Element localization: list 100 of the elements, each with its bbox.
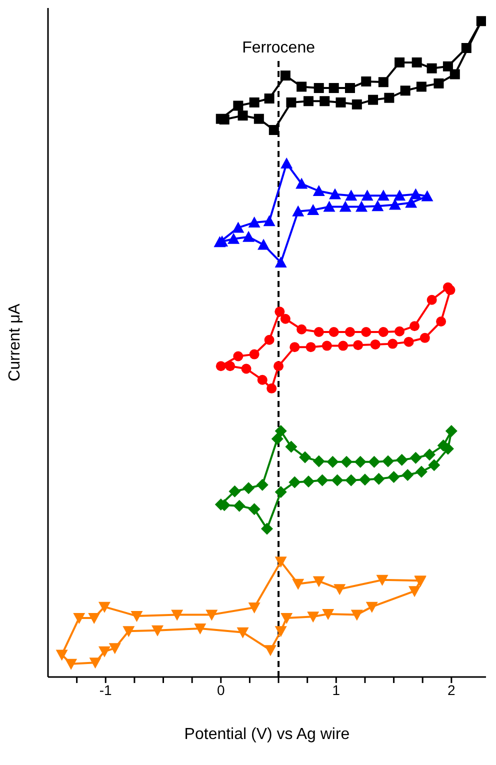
point [314,83,324,94]
ref-line-label: Ferrocene [242,39,316,56]
point [404,336,414,347]
point [372,472,385,485]
point [450,69,460,80]
point [412,57,422,68]
point [405,196,418,208]
point [372,200,384,212]
point [274,626,287,638]
point [382,455,394,468]
point [445,285,456,296]
point [233,500,246,512]
x-axis-title: Potential (V) vs Ag wire [184,726,350,743]
point [376,574,388,586]
point [280,314,290,324]
point [242,482,255,494]
point [296,178,308,189]
point [302,476,314,488]
point [256,478,268,491]
point [271,432,284,445]
point [274,256,287,268]
point [261,522,273,535]
point [266,383,277,394]
point [323,200,336,212]
point [415,466,428,478]
point [400,86,410,96]
point [322,340,332,351]
point [354,456,366,468]
point [340,456,353,468]
point [274,361,284,372]
point [307,612,320,623]
point [306,342,316,352]
point [320,96,330,106]
point [361,327,372,338]
point [421,190,434,202]
point [241,364,252,374]
x-tick-label: 2 [448,682,456,698]
point [248,216,260,228]
point [345,190,358,201]
point [171,610,184,621]
point [233,100,244,111]
point [356,200,368,212]
point [408,586,421,598]
point [339,200,352,212]
point [361,76,372,86]
point [388,470,400,483]
point [361,190,374,201]
point [258,238,270,250]
point [436,316,446,327]
point [345,474,358,486]
point [312,576,325,588]
point [292,205,304,216]
point [263,215,276,226]
point [268,124,279,135]
point [280,70,290,81]
point [426,63,437,74]
point [394,190,406,201]
point [274,425,287,438]
point [344,327,355,338]
point [312,184,325,196]
point [461,43,472,54]
point [264,334,274,345]
point [264,645,276,656]
point [73,612,86,624]
point [445,425,458,438]
point [396,454,408,466]
point [331,474,344,486]
point [338,340,348,351]
point [303,96,314,106]
point [312,455,325,468]
point [410,321,420,332]
point [88,612,100,624]
point [280,612,293,624]
point [228,232,240,244]
point [285,440,298,453]
point [233,351,244,362]
point [292,578,304,590]
point [388,338,398,349]
point [122,626,135,638]
point [426,294,437,305]
point [384,92,394,103]
point [350,610,363,621]
point [353,340,364,350]
point [249,349,260,360]
point [307,204,320,216]
point [368,94,378,105]
point [219,114,230,124]
point [194,623,206,634]
point [378,77,388,88]
point [249,97,260,108]
point [328,327,339,338]
point [410,188,422,200]
point [316,474,328,486]
point [352,99,362,110]
point [232,222,244,233]
point [329,188,342,200]
point [428,459,440,472]
x-tick-label: -1 [99,682,112,698]
point [228,485,241,498]
point [299,451,312,464]
